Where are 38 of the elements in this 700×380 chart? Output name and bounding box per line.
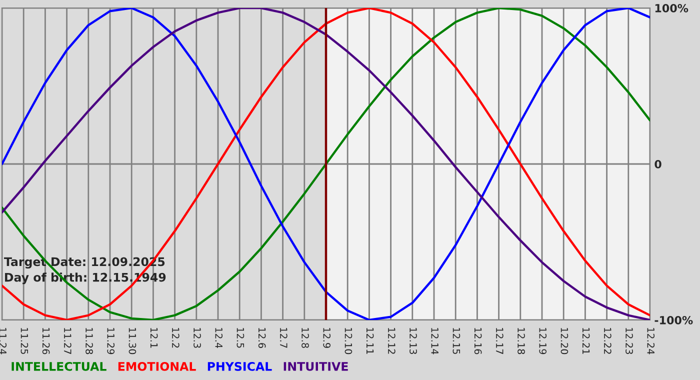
text: INTELLECTUAL	[12, 362, 106, 371]
text: PHYSICAL	[208, 362, 272, 371]
x-tick-label: 12.2	[172, 328, 180, 348]
line-series	[2, 8, 650, 320]
x-tick-label: 11.26	[42, 328, 50, 354]
x-tick-label: 12.16	[474, 328, 482, 354]
x-tick-label: 12.21	[582, 328, 590, 354]
x-tick-label: 12.7	[280, 328, 288, 348]
x-tick-label: 11.30	[128, 328, 136, 354]
x-tick-label: 12.10	[344, 328, 352, 354]
x-tick-label: 12.20	[560, 328, 568, 354]
x-tick-label: 12.12	[388, 328, 396, 354]
x-tick-label: 12.22	[604, 328, 612, 354]
x-tick-label: 12.11	[366, 328, 374, 354]
x-tick-label: 12.4	[215, 328, 223, 348]
x-tick-label: 12.6	[258, 328, 266, 348]
y-tick-label: 100%	[655, 4, 688, 12]
x-tick-label: 11.27	[64, 328, 72, 354]
x-tick-label: 11.28	[86, 328, 93, 354]
x-tick-label: 12.3	[194, 328, 201, 348]
text: EMOTIONAL	[118, 362, 196, 371]
x-tick-label: 12.23	[626, 328, 633, 354]
x-tick-label: 12.15	[452, 328, 460, 354]
x-tick-label: 12.18	[518, 328, 525, 354]
y-tick-label: 0	[654, 160, 662, 168]
x-tick-label: 12.1	[150, 328, 158, 348]
text: INTUITIVE	[284, 362, 348, 371]
x-tick-label: 12.24	[647, 328, 655, 354]
x-tick-label: 12.13	[410, 328, 417, 354]
x-tick-label: 11.29	[107, 328, 115, 354]
x-tick-label: 12.8	[302, 328, 309, 348]
x-tick-label: 12.5	[236, 328, 244, 348]
y-tick-label: -100%	[654, 316, 693, 324]
x-tick-label: 11.25	[20, 328, 28, 354]
x-tick-label: 12.14	[431, 328, 439, 354]
x-tick-label: 12.19	[539, 328, 547, 354]
x-tick-label: 12.9	[323, 328, 331, 348]
x-tick-label: 12.17	[496, 328, 504, 354]
